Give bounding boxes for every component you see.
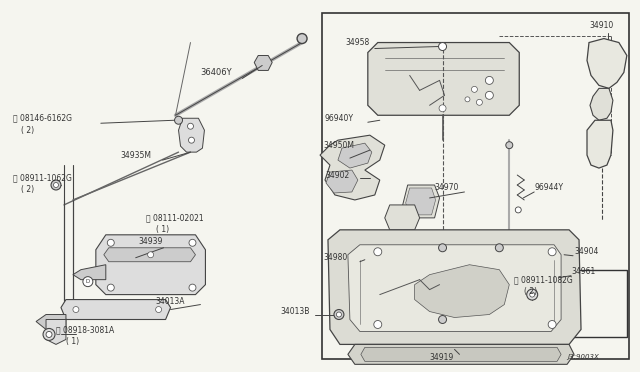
- Text: D: D: [86, 279, 90, 284]
- Text: 34970: 34970: [435, 183, 459, 192]
- Circle shape: [438, 244, 447, 252]
- Polygon shape: [46, 320, 66, 344]
- Polygon shape: [361, 347, 561, 361]
- Circle shape: [548, 248, 556, 256]
- Circle shape: [472, 86, 477, 92]
- Circle shape: [83, 277, 93, 286]
- Polygon shape: [179, 118, 204, 152]
- Text: 96940Y: 96940Y: [325, 114, 354, 123]
- Text: 34950M: 34950M: [323, 141, 354, 150]
- Polygon shape: [587, 120, 613, 168]
- Text: 34958: 34958: [345, 38, 369, 47]
- Text: Ⓑ 08111-02021: Ⓑ 08111-02021: [146, 214, 204, 222]
- Circle shape: [156, 307, 161, 312]
- Text: ( 1): ( 1): [156, 225, 169, 234]
- Polygon shape: [338, 143, 372, 168]
- Circle shape: [485, 76, 493, 84]
- Circle shape: [46, 331, 52, 337]
- Polygon shape: [348, 344, 574, 364]
- Circle shape: [439, 105, 446, 112]
- Text: 34013A: 34013A: [156, 297, 185, 306]
- Circle shape: [485, 92, 493, 99]
- Text: 34910: 34910: [589, 21, 613, 30]
- Polygon shape: [348, 245, 561, 331]
- Text: 34013B: 34013B: [280, 307, 310, 316]
- Text: Ⓝ 08918-3081A: Ⓝ 08918-3081A: [56, 325, 114, 334]
- Circle shape: [515, 207, 521, 213]
- Polygon shape: [328, 230, 581, 344]
- Circle shape: [374, 321, 382, 328]
- Text: Ⓑ 08146-6162G: Ⓑ 08146-6162G: [13, 114, 72, 123]
- Text: J3:9003X: J3:9003X: [567, 355, 599, 360]
- Bar: [322, 13, 629, 359]
- Text: 96944Y: 96944Y: [534, 183, 563, 192]
- Polygon shape: [320, 135, 385, 200]
- Circle shape: [51, 180, 61, 190]
- Circle shape: [148, 252, 154, 258]
- Circle shape: [438, 42, 447, 51]
- Circle shape: [476, 99, 483, 105]
- Polygon shape: [61, 299, 171, 320]
- Polygon shape: [415, 265, 509, 318]
- Circle shape: [374, 248, 382, 256]
- Text: ( 2): ( 2): [524, 287, 538, 296]
- Circle shape: [548, 321, 556, 328]
- Circle shape: [175, 116, 182, 124]
- Polygon shape: [36, 314, 66, 330]
- Circle shape: [297, 33, 307, 44]
- Text: ( 2): ( 2): [21, 126, 35, 135]
- Circle shape: [188, 123, 193, 129]
- Circle shape: [530, 292, 534, 297]
- Bar: [509, 270, 627, 337]
- Circle shape: [43, 328, 55, 340]
- Polygon shape: [73, 265, 106, 280]
- Polygon shape: [104, 248, 195, 262]
- Polygon shape: [406, 188, 436, 215]
- Text: ( 2): ( 2): [21, 186, 35, 195]
- Polygon shape: [96, 235, 205, 295]
- Polygon shape: [368, 42, 519, 115]
- Text: 34919: 34919: [429, 353, 454, 362]
- Text: 34902: 34902: [325, 170, 349, 180]
- Text: 34935M: 34935M: [121, 151, 152, 160]
- Circle shape: [506, 142, 513, 149]
- Polygon shape: [326, 170, 358, 193]
- Polygon shape: [590, 89, 613, 120]
- Text: ( 1): ( 1): [66, 337, 79, 346]
- Circle shape: [438, 315, 447, 324]
- Circle shape: [108, 284, 115, 291]
- Circle shape: [495, 244, 503, 252]
- Polygon shape: [385, 205, 420, 230]
- Circle shape: [189, 239, 196, 246]
- Circle shape: [189, 137, 195, 143]
- Circle shape: [54, 183, 58, 187]
- Polygon shape: [254, 55, 272, 70]
- Text: Ⓝ 08911-1082G: Ⓝ 08911-1082G: [515, 275, 573, 284]
- Circle shape: [189, 284, 196, 291]
- Circle shape: [73, 307, 79, 312]
- Polygon shape: [587, 39, 627, 89]
- Polygon shape: [403, 185, 440, 218]
- Circle shape: [334, 310, 344, 320]
- Text: 36406Y: 36406Y: [200, 68, 232, 77]
- Circle shape: [527, 289, 538, 300]
- Text: 34961: 34961: [571, 267, 595, 276]
- Text: 34939: 34939: [139, 237, 163, 246]
- Text: Ⓝ 08911-1062G: Ⓝ 08911-1062G: [13, 173, 72, 183]
- Text: 34904: 34904: [574, 247, 598, 256]
- Circle shape: [465, 97, 470, 102]
- Circle shape: [108, 239, 115, 246]
- Text: 34980: 34980: [323, 253, 348, 262]
- Circle shape: [337, 312, 341, 317]
